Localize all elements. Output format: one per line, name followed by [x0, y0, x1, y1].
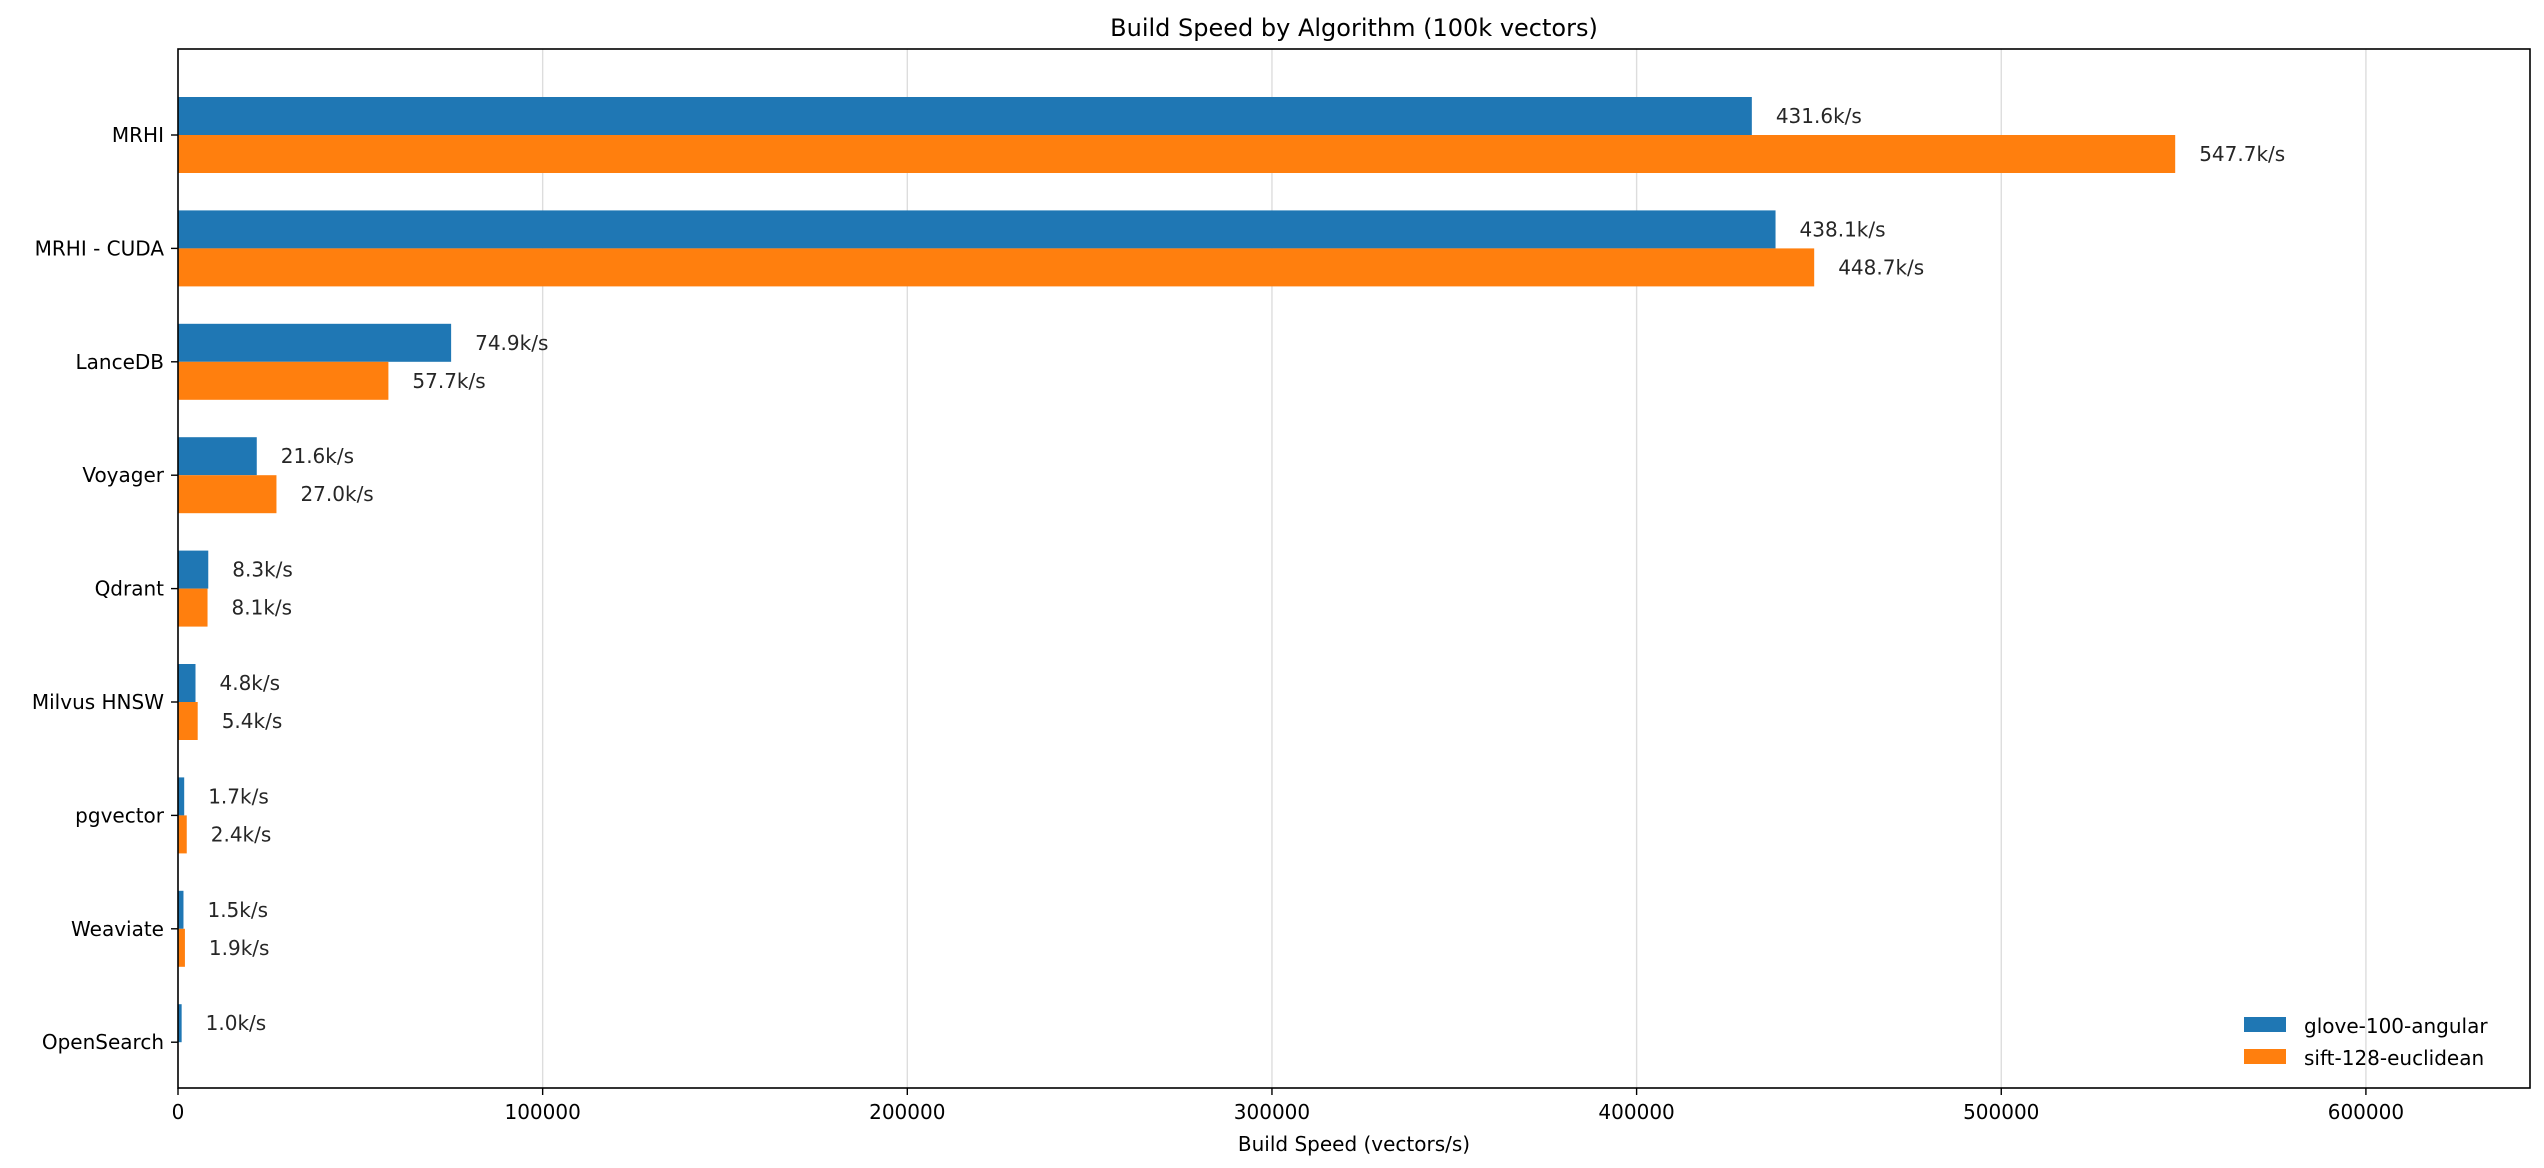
- legend: glove-100-angular sift-128-euclidean: [2244, 1014, 2488, 1070]
- chart-title: Build Speed by Algorithm (100k vectors): [1110, 14, 1598, 42]
- legend-text-sift-128-euclidean: sift-128-euclidean: [2304, 1046, 2484, 1070]
- legend-swatch-sift-128-euclidean: [2244, 1049, 2286, 1064]
- bar-label-sift-128-euclidean-voyager: 27.0k/s: [300, 482, 373, 506]
- category-label-mrhi: MRHI: [112, 123, 164, 147]
- bar-label-sift-128-euclidean-pgvector: 2.4k/s: [211, 822, 272, 846]
- bar-label-glove-100-angular-mrhi-cuda: 438.1k/s: [1800, 217, 1886, 241]
- y-ticks: MRHI MRHI - CUDA LanceDB Voyager Qdrant Milvu…: [32, 123, 178, 1054]
- category-label-voyager: Voyager: [82, 463, 164, 487]
- x-tick-label-200000: 200000: [869, 1100, 945, 1124]
- bar-glove-100-angular-milvus-hnsw: [178, 664, 196, 702]
- x-tick-label-500000: 500000: [1963, 1100, 2039, 1124]
- bar-label-glove-100-angular-mrhi: 431.6k/s: [1776, 104, 1862, 128]
- bar-label-glove-100-angular-lancedb: 74.9k/s: [475, 331, 548, 355]
- x-tick-label-300000: 300000: [1234, 1100, 1310, 1124]
- x-tick-label-400000: 400000: [1598, 1100, 1674, 1124]
- x-ticks: 0 100000 200000 300000 400000 500000 600000: [172, 1088, 2404, 1124]
- bar-glove-100-angular-weaviate: [178, 890, 184, 929]
- x-axis-label: Build Speed (vectors/s): [1238, 1132, 1470, 1156]
- bar-label-glove-100-angular-opensearch: 1.0k/s: [206, 1011, 267, 1035]
- x-tick-label-600000: 600000: [2328, 1100, 2404, 1124]
- legend-swatch-glove-100-angular: [2244, 1017, 2286, 1032]
- bar-sift-128-euclidean-mrhi-cuda: [178, 248, 1815, 287]
- bar-label-glove-100-angular-milvus-hnsw: 4.8k/s: [220, 671, 281, 695]
- bar-label-sift-128-euclidean-milvus-hnsw: 5.4k/s: [222, 709, 283, 733]
- bar-label-sift-128-euclidean-mrhi-cuda: 448.7k/s: [1838, 255, 1924, 279]
- bar-sift-128-euclidean-weaviate: [178, 928, 185, 967]
- bar-label-sift-128-euclidean-qdrant: 8.1k/s: [232, 596, 293, 620]
- bar-glove-100-angular-opensearch: [178, 1004, 182, 1043]
- category-label-lancedb: LanceDB: [76, 350, 165, 374]
- bar-glove-100-angular-mrhi-cuda: [178, 210, 1776, 249]
- plot-frame: [177, 48, 2531, 1089]
- x-tick-label-100000: 100000: [504, 1100, 580, 1124]
- bars: [178, 97, 2176, 1043]
- category-label-weaviate: Weaviate: [71, 917, 164, 941]
- bar-labels: 431.6k/s 547.7k/s 438.1k/s 448.7k/s 74.9k/s 5…: [206, 104, 2286, 1035]
- bar-label-sift-128-euclidean-lancedb: 57.7k/s: [412, 369, 485, 393]
- bar-glove-100-angular-pgvector: [178, 777, 185, 816]
- bar-label-glove-100-angular-voyager: 21.6k/s: [281, 444, 354, 468]
- category-label-opensearch: OpenSearch: [42, 1030, 164, 1054]
- bar-label-sift-128-euclidean-weaviate: 1.9k/s: [209, 936, 270, 960]
- legend-text-glove-100-angular: glove-100-angular: [2304, 1014, 2488, 1038]
- bar-glove-100-angular-qdrant: [178, 550, 209, 589]
- category-label-mrhi-cuda: MRHI - CUDA: [35, 236, 165, 260]
- bar-sift-128-euclidean-lancedb: [178, 361, 389, 400]
- bar-glove-100-angular-mrhi: [178, 97, 1752, 135]
- bar-sift-128-euclidean-pgvector: [178, 815, 187, 854]
- x-tick-label-0: 0: [172, 1100, 185, 1124]
- category-label-pgvector: pgvector: [75, 803, 165, 827]
- bar-glove-100-angular-voyager: [178, 437, 257, 476]
- bar-label-glove-100-angular-qdrant: 8.3k/s: [232, 558, 293, 582]
- bar-label-sift-128-euclidean-mrhi: 547.7k/s: [2199, 142, 2285, 166]
- bar-sift-128-euclidean-milvus-hnsw: [178, 702, 198, 740]
- category-label-milvus-hnsw: Milvus HNSW: [32, 690, 164, 714]
- bar-label-glove-100-angular-weaviate: 1.5k/s: [207, 898, 268, 922]
- category-label-qdrant: Qdrant: [95, 577, 165, 601]
- bar-label-glove-100-angular-pgvector: 1.7k/s: [208, 784, 269, 808]
- bar-sift-128-euclidean-mrhi: [178, 135, 2176, 173]
- bar-sift-128-euclidean-qdrant: [178, 588, 208, 627]
- bar-sift-128-euclidean-voyager: [178, 475, 277, 514]
- bar-glove-100-angular-lancedb: [178, 323, 452, 362]
